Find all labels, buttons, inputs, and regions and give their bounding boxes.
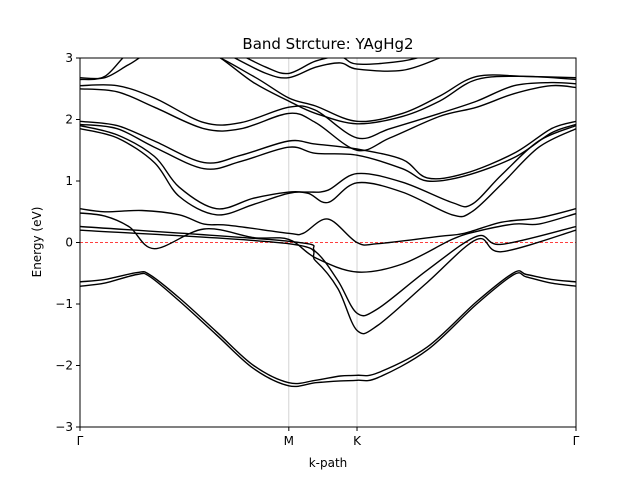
y-tick-label-4: 1 <box>65 174 73 188</box>
band-line-6 <box>80 208 576 246</box>
band-line-15 <box>233 58 440 79</box>
band-line-8 <box>80 124 576 210</box>
band-line-5 <box>80 212 576 273</box>
band-line-13 <box>80 58 576 125</box>
band-line-11 <box>80 84 576 152</box>
x-tick-label-2: K <box>353 434 362 448</box>
chart-title: Band Strcture: YAgHg2 <box>242 35 413 53</box>
y-axis-label: Energy (eV) <box>30 207 44 278</box>
x-tick-label-3: Γ <box>573 434 580 448</box>
band-lines <box>80 58 576 388</box>
y-tick-label-1: −2 <box>55 359 73 373</box>
y-tick-label-5: 2 <box>65 113 73 127</box>
y-axis-ticks: −3 −2 −1 0 1 2 3 <box>55 51 80 434</box>
y-tick-label-2: −1 <box>55 297 73 311</box>
x-axis-label: k-path <box>309 456 348 470</box>
x-tick-label-0: Γ <box>77 434 84 448</box>
band-line-3 <box>80 229 576 335</box>
band-line-2 <box>80 270 576 385</box>
x-tick-label-1: M <box>284 434 294 448</box>
band-line-4 <box>80 225 576 317</box>
band-line-16 <box>245 58 421 75</box>
band-line-7 <box>80 128 576 218</box>
y-tick-label-3: 0 <box>65 236 73 250</box>
band-line-10 <box>80 120 576 180</box>
band-line-1 <box>80 272 576 388</box>
y-tick-label-6: 3 <box>65 51 73 65</box>
band-line-9 <box>80 123 576 182</box>
band-line-14 <box>80 58 576 123</box>
y-tick-label-0: −3 <box>55 420 73 434</box>
band-line-12 <box>80 81 576 140</box>
